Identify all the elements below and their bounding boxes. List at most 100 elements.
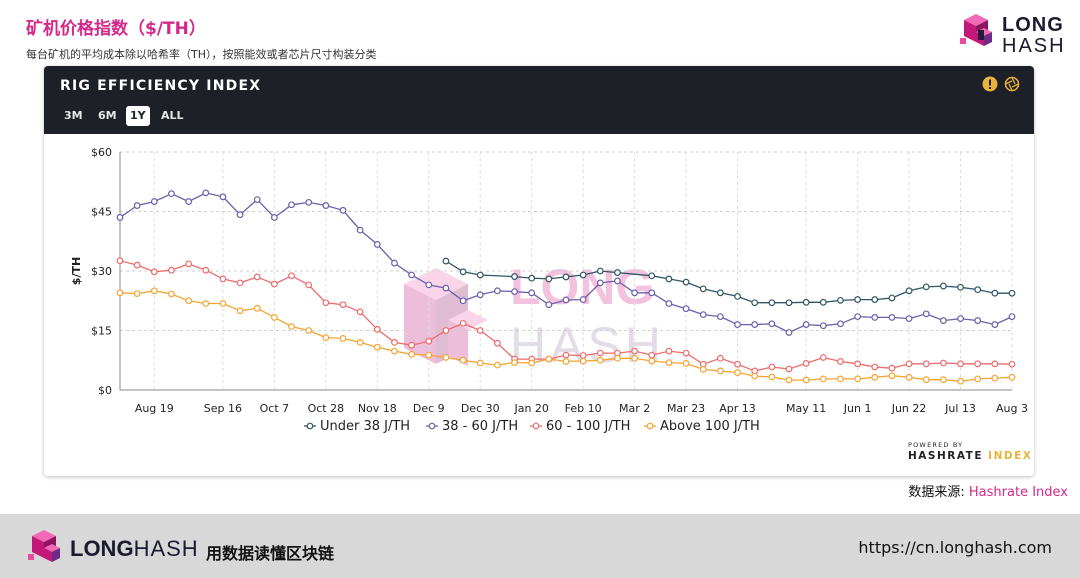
powered-by-label: POWERED BY [908, 441, 964, 449]
x-tick-label: Oct 7 [260, 402, 290, 415]
data-point [631, 289, 639, 297]
legend-label: 38 - 60 J/TH [442, 419, 518, 434]
data-point [562, 358, 570, 365]
data-point [734, 321, 741, 328]
data-point [305, 198, 313, 206]
data-point [596, 356, 604, 364]
range-button-3m[interactable]: 3M [64, 109, 83, 122]
data-point [1008, 313, 1016, 321]
data-point [888, 364, 896, 372]
data-point [785, 376, 793, 384]
hashrate-word: HASHRATE [908, 450, 983, 462]
range-button-1y[interactable]: 1Y [126, 106, 150, 126]
data-point [922, 283, 930, 291]
data-point [459, 268, 467, 276]
data-point [425, 281, 433, 289]
footer-url[interactable]: https://cn.longhash.com [858, 538, 1052, 557]
legend-item[interactable]: Above 100 J/TH [644, 419, 760, 434]
data-point [665, 275, 673, 283]
data-point [493, 361, 501, 369]
data-point [545, 355, 553, 363]
data-point [339, 206, 347, 214]
data-point [974, 360, 982, 368]
data-point [116, 289, 124, 297]
data-point [699, 365, 707, 373]
data-point [974, 317, 982, 324]
data-point [339, 335, 347, 342]
share-icon[interactable] [1004, 76, 1020, 92]
data-point [734, 369, 741, 376]
data-point [837, 296, 844, 304]
info-icon[interactable] [982, 76, 998, 92]
data-point [905, 315, 913, 323]
data-point [476, 271, 484, 279]
y-axis-label: $/TH [70, 257, 83, 285]
data-point [665, 347, 673, 355]
data-source: 数据来源: Hashrate Index [908, 481, 1068, 500]
data-point [562, 296, 570, 304]
data-point [219, 300, 227, 307]
data-point [922, 376, 930, 384]
x-tick-label: Aug 19 [135, 402, 174, 415]
x-tick-label: Jun 1 [843, 402, 872, 415]
data-point [905, 360, 913, 368]
data-point [493, 339, 501, 347]
x-tick-label: Jul 13 [944, 402, 976, 415]
legend-marker [306, 422, 314, 430]
data-point [939, 282, 947, 290]
x-tick-label: Oct 28 [308, 402, 345, 415]
legend-item[interactable]: 38 - 60 J/TH [426, 419, 518, 434]
range-button-6m[interactable]: 6M [98, 109, 117, 122]
legend-item[interactable]: 60 - 100 J/TH [530, 419, 630, 434]
data-point [888, 294, 896, 302]
data-point [253, 273, 261, 281]
data-point [819, 375, 827, 383]
y-tick-label: $0 [98, 384, 112, 397]
legend-item[interactable]: Under 38 J/TH [304, 419, 410, 434]
data-point [408, 271, 416, 279]
footer-slogan: 用数据读懂区块链 [206, 544, 335, 563]
data-point [168, 290, 175, 298]
data-point [699, 285, 707, 293]
data-point [682, 349, 690, 357]
data-point [939, 376, 947, 384]
data-point [974, 375, 982, 383]
y-tick-label: $60 [91, 146, 112, 159]
data-point [957, 283, 964, 291]
data-point [168, 190, 175, 198]
rig-efficiency-chart: LONG HASH $0 $15 $30 $45 $60 Aug 19 Sep 16 Oct … [70, 146, 1028, 434]
legend-label: Above 100 J/TH [660, 419, 760, 434]
data-point [854, 375, 862, 383]
legend-marker [532, 422, 540, 430]
data-point [442, 284, 450, 292]
data-point [905, 287, 913, 295]
data-point [373, 325, 381, 333]
data-point [837, 375, 844, 383]
range-button-all[interactable]: ALL [161, 109, 184, 122]
page-title: 矿机价格指数（$/TH） [26, 19, 206, 39]
data-point [716, 367, 724, 375]
logo-text-hash: HASH [1002, 35, 1066, 57]
logo-text-long: LONG [1002, 14, 1064, 36]
series-under-38-j-th [442, 257, 1016, 307]
data-point [442, 257, 450, 265]
data-point [871, 314, 879, 321]
data-point [596, 279, 604, 287]
data-point [802, 360, 810, 367]
x-tick-label: Jan 20 [513, 402, 548, 415]
source-link[interactable]: Hashrate Index [968, 485, 1068, 500]
data-point [682, 305, 690, 313]
data-point [991, 374, 999, 382]
data-point [991, 289, 999, 297]
data-point [596, 267, 604, 275]
data-point [288, 272, 295, 280]
data-point [871, 363, 879, 371]
data-point [373, 343, 381, 351]
data-point [185, 297, 193, 305]
x-tick-label: Jun 22 [891, 402, 927, 415]
data-point [493, 287, 501, 295]
data-point [391, 339, 398, 346]
data-point [596, 349, 604, 357]
data-point [579, 357, 587, 365]
data-point [562, 273, 570, 281]
